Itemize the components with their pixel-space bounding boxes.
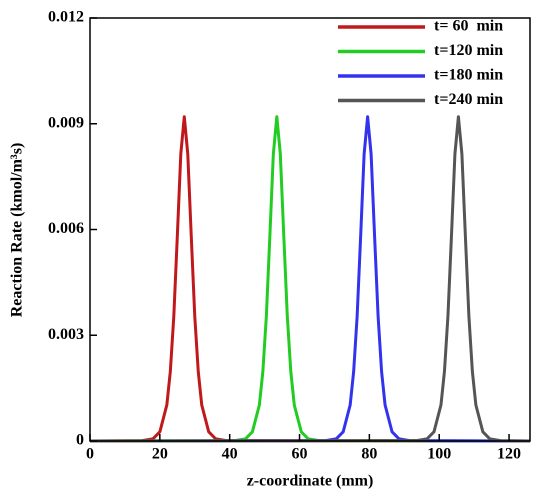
y-tick-label: 0.006	[48, 220, 84, 237]
legend-label: t=180 min	[434, 67, 503, 84]
x-tick-label: 0	[86, 446, 94, 463]
legend-label: t=240 min	[434, 91, 503, 108]
legend-label: t= 60 min	[434, 18, 503, 35]
y-tick-label: 0.012	[48, 9, 84, 26]
data-line	[89, 115, 531, 443]
y-tick-label: 0.003	[48, 326, 84, 343]
x-tick-label: 40	[222, 446, 238, 463]
data-line	[89, 115, 531, 443]
y-axis-label: Reaction Rate (kmol/m³s)	[9, 143, 26, 318]
y-tick-label: 0	[76, 432, 84, 449]
y-tick-label: 0.009	[48, 114, 84, 131]
x-tick-label: 20	[152, 446, 168, 463]
x-tick-label: 120	[497, 446, 521, 463]
data-line	[89, 115, 531, 443]
x-tick-label: 80	[361, 446, 377, 463]
x-tick-label: 60	[292, 446, 308, 463]
x-tick-label: 100	[427, 446, 451, 463]
x-axis-label: z-coordinate (mm)	[247, 473, 374, 490]
legend-label: t=120 min	[434, 42, 503, 59]
data-line	[89, 115, 531, 443]
